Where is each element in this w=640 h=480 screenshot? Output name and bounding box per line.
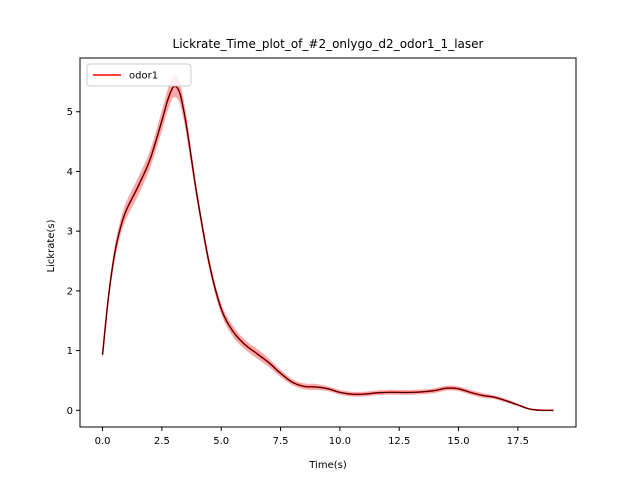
x-tick-label: 5.0 — [213, 436, 229, 447]
y-tick-label: 5 — [67, 107, 73, 118]
x-axis-label: Time(s) — [308, 460, 347, 471]
y-axis-label: Lickrate(s) — [46, 219, 57, 272]
x-tick-label: 12.5 — [388, 436, 410, 447]
legend: odor1 — [86, 63, 192, 87]
y-tick-label: 3 — [67, 227, 73, 238]
x-tick-label: 7.5 — [273, 436, 289, 447]
x-tick-label: 2.5 — [154, 436, 170, 447]
x-tick-label: 17.5 — [507, 436, 529, 447]
y-tick-label: 2 — [67, 286, 73, 297]
y-tick-label: 1 — [67, 346, 73, 357]
legend-label: odor1 — [129, 71, 158, 82]
x-tick-label: 0.0 — [95, 436, 111, 447]
y-tick-label: 0 — [67, 406, 73, 417]
plot-area: 0.0 2.5 5.0 7.5 10.0 12.5 15.0 17.5 0 1 2 3 4 5 — [67, 57, 577, 447]
x-tick-label: 10.0 — [329, 436, 351, 447]
y-tick-label: 4 — [67, 167, 73, 178]
x-tick-label: 15.0 — [447, 436, 469, 447]
chart-title: Lickrate_Time_plot_of_#2_onlygo_d2_odor1… — [173, 37, 484, 51]
axes-frame — [79, 57, 577, 428]
legend-box — [86, 63, 192, 87]
series-mean-line — [102, 85, 554, 411]
